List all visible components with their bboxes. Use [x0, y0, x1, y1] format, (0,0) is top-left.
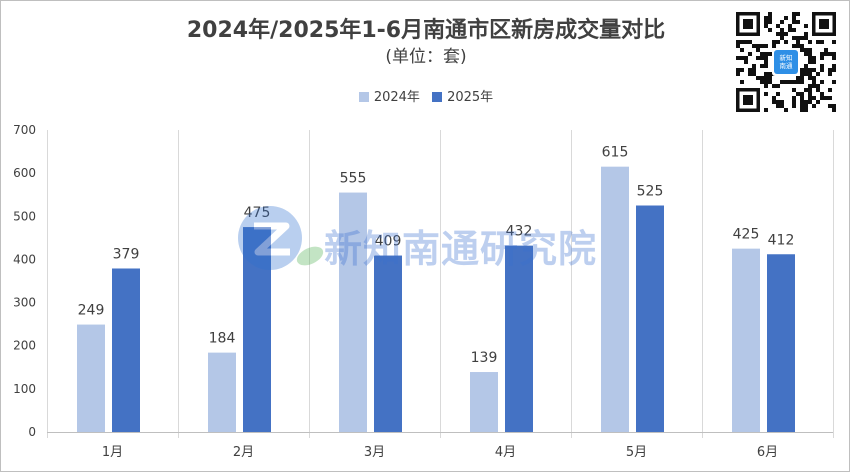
y-tick-label: 200: [13, 339, 36, 353]
x-tick-label: 4月: [495, 445, 516, 460]
legend-swatch-2025: [432, 92, 443, 102]
data-label: 409: [375, 234, 402, 250]
bar-2025: [112, 268, 140, 432]
qr-logo-line1: 新知: [780, 53, 793, 62]
y-tick-label: 500: [13, 209, 36, 223]
gridlines: [47, 130, 834, 438]
qr-code: 新知 南通: [734, 10, 838, 114]
bar-2025: [505, 245, 533, 432]
bar-2024: [732, 248, 760, 432]
bar-2025: [636, 205, 664, 432]
bar-2024: [470, 372, 498, 432]
y-tick-label: 400: [13, 252, 36, 266]
data-label: 184: [209, 331, 236, 347]
y-tick-label: 700: [13, 123, 36, 137]
y-tick-label: 600: [13, 166, 36, 180]
bar-2024: [208, 352, 236, 432]
data-label: 412: [768, 232, 795, 248]
legend-item-2025: 2025年: [432, 86, 493, 105]
data-label: 615: [602, 145, 629, 161]
chart-title: 2024年/2025年1-6月南通市区新房成交量对比: [186, 18, 666, 43]
data-label: 425: [733, 227, 760, 243]
data-label: 432: [506, 224, 533, 240]
data-label: 249: [78, 303, 105, 319]
x-tick-label: 6月: [757, 445, 778, 460]
data-label: 379: [113, 246, 140, 262]
bar-2024: [77, 324, 105, 432]
data-label: 475: [244, 205, 271, 221]
qr-logo-line2: 南通: [780, 61, 794, 70]
data-label: 525: [637, 184, 664, 200]
axes: 0 100 200 300 400 500 600 700 1月 2月 3月 4月 5月 6月: [13, 123, 833, 460]
x-tick-label: 1月: [102, 445, 123, 460]
watermark: 新知南通研究院: [232, 200, 612, 276]
watermark-logo-icon: [238, 206, 324, 270]
chart-subtitle: (单位：套): [385, 47, 467, 67]
legend-label-2025: 2025年: [447, 90, 494, 105]
bar-2024: [601, 166, 629, 432]
y-tick-label: 0: [28, 425, 36, 439]
bar-2025: [243, 227, 271, 432]
legend-item-2024: 2024年: [358, 86, 420, 105]
x-tick-label: 3月: [364, 445, 385, 460]
legend: 2024年 2025年: [0, 86, 852, 105]
legend-label-2024: 2024年: [373, 90, 420, 105]
data-labels: 249 379 184 475 555 409 139 432 615 525 425 412: [78, 145, 795, 366]
x-tick-label: 2月: [233, 445, 254, 460]
bar-2024: [339, 192, 367, 432]
bars: [77, 166, 795, 432]
x-tick-label: 5月: [626, 445, 647, 460]
y-tick-label: 300: [13, 296, 36, 310]
data-label: 139: [471, 350, 498, 366]
bar-2025: [767, 254, 795, 432]
watermark-text: 新知南通研究院: [324, 227, 598, 271]
y-tick-label: 100: [13, 382, 36, 396]
legend-swatch-2024: [358, 92, 369, 102]
bar-2025: [374, 255, 402, 432]
data-label: 555: [340, 171, 367, 187]
